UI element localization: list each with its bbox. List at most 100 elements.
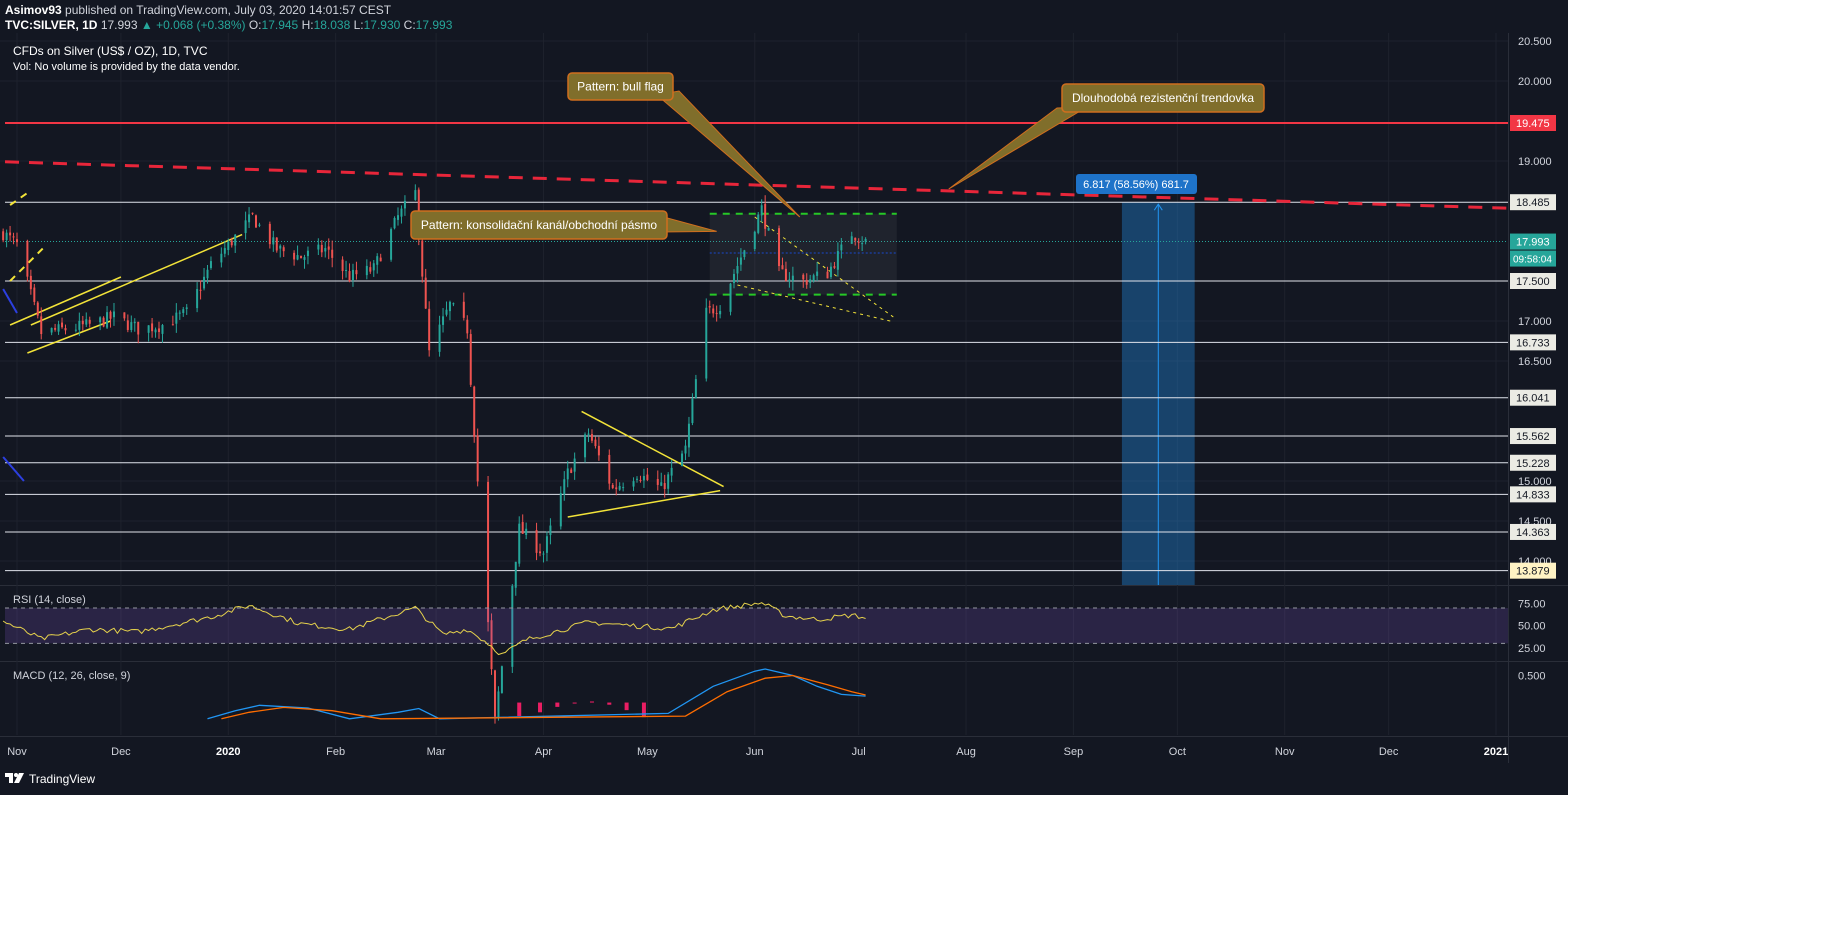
candle-body — [109, 311, 112, 319]
candle-body — [251, 212, 254, 214]
candle-body — [272, 237, 275, 245]
candle-body — [646, 474, 649, 480]
candle-body — [864, 238, 867, 242]
flag-line — [754, 216, 894, 318]
tradingview-footer: TradingView — [0, 763, 1568, 795]
candle-body — [126, 320, 129, 330]
tradingview-brand[interactable]: TradingView — [29, 772, 96, 786]
candle-body — [587, 433, 590, 435]
candle-body — [597, 445, 600, 456]
candle-body — [739, 257, 742, 265]
pattern-line — [581, 410, 724, 488]
time-tick-label: Feb — [326, 746, 345, 758]
level-price-tag-bg — [1510, 486, 1556, 503]
pattern-line — [9, 276, 122, 326]
candle-body — [497, 691, 500, 717]
candle-body — [535, 530, 538, 553]
price-change: +0.068 (+0.38%) — [156, 18, 246, 32]
time-tick-label: Nov — [7, 746, 27, 758]
pattern-line — [9, 245, 46, 282]
candle-body — [573, 458, 576, 472]
candle-body — [687, 423, 690, 448]
candle-body — [33, 287, 36, 302]
macd-histogram-bar — [641, 702, 646, 718]
publish-header: Asimov93 published on TradingView.com, J… — [0, 0, 1568, 33]
chart-stage: Asimov93 published on TradingView.com, J… — [0, 0, 1568, 795]
macd-signal-line — [221, 674, 866, 720]
candle-body — [791, 275, 794, 281]
level-price-tag-bg — [1510, 389, 1556, 406]
candle-body — [123, 312, 126, 319]
candle-body — [618, 486, 621, 490]
price-tick-label: 20.500 — [1518, 36, 1552, 48]
candle-body — [694, 379, 697, 399]
candle-body — [816, 271, 819, 276]
last-price: 17.993 — [100, 18, 138, 32]
level-price-tag: 17.500 — [1516, 276, 1550, 288]
level-price-tag: 15.228 — [1516, 458, 1550, 470]
tradingview-logo-icon[interactable] — [5, 771, 25, 785]
callout-pointer — [659, 215, 717, 233]
candle-body — [137, 321, 140, 335]
macd-histogram-bar — [538, 702, 543, 713]
candle-body — [639, 479, 642, 481]
rsi-band — [5, 608, 1508, 644]
rsi-tick-label: 75.00 — [1518, 599, 1546, 611]
candle-body — [521, 522, 524, 534]
level-price-tag-bg — [1510, 273, 1556, 289]
rsi-pane — [0, 586, 1568, 661]
candle-body — [511, 585, 514, 667]
candle-body — [514, 561, 517, 588]
candle-body — [743, 250, 746, 258]
candle-body — [199, 289, 202, 291]
candle-body — [254, 215, 257, 228]
time-tick-label: Apr — [535, 746, 552, 758]
candle-body — [85, 319, 88, 325]
candle-body — [826, 271, 829, 279]
candle-body — [705, 307, 708, 379]
candle-body — [559, 493, 562, 527]
candle-body — [608, 454, 611, 484]
candle-body — [275, 237, 278, 251]
high-value: 18.038 — [313, 18, 351, 32]
candle-body — [584, 434, 587, 458]
candle-body — [40, 316, 43, 335]
candle-body — [767, 228, 770, 231]
candle-body — [400, 208, 403, 217]
candle-body — [632, 481, 635, 487]
measure-label-box — [1076, 174, 1197, 194]
candle-body — [854, 237, 857, 241]
candle-body — [784, 268, 787, 281]
level-price-tag-bg — [1510, 194, 1556, 211]
pattern-line — [9, 189, 32, 206]
time-tick-label: Nov — [1275, 746, 1295, 758]
candle-body — [106, 312, 109, 328]
pattern-line — [2, 456, 25, 482]
candle-body — [736, 265, 739, 274]
candle-body — [500, 666, 503, 693]
close-value: 17.993 — [415, 18, 453, 32]
candle-body — [390, 229, 393, 260]
candle-body — [732, 273, 735, 284]
price-chart[interactable]: Pattern: bull flag Dlouhodobá rezistenční… — [0, 33, 1568, 763]
author-name[interactable]: Asimov93 — [5, 3, 62, 17]
candle-body — [753, 231, 756, 250]
candle-body — [88, 319, 91, 324]
candle-body — [234, 234, 237, 246]
candle-body — [9, 232, 12, 236]
callout-pointer — [948, 106, 1088, 190]
candle-body — [244, 220, 247, 234]
candle-body — [348, 271, 351, 282]
candle-body — [300, 255, 303, 259]
level-price-tag: 14.363 — [1516, 527, 1550, 539]
candle-body — [660, 482, 663, 486]
callout-box — [410, 210, 668, 240]
candle-body — [74, 329, 77, 331]
candle-body — [566, 468, 569, 480]
candle-body — [802, 274, 805, 280]
candle-body — [403, 200, 406, 209]
candle-body — [5, 232, 8, 241]
rsi-tick-label: 50.00 — [1518, 621, 1546, 633]
candle-body — [476, 435, 479, 482]
macd-histogram-bar — [624, 702, 629, 711]
